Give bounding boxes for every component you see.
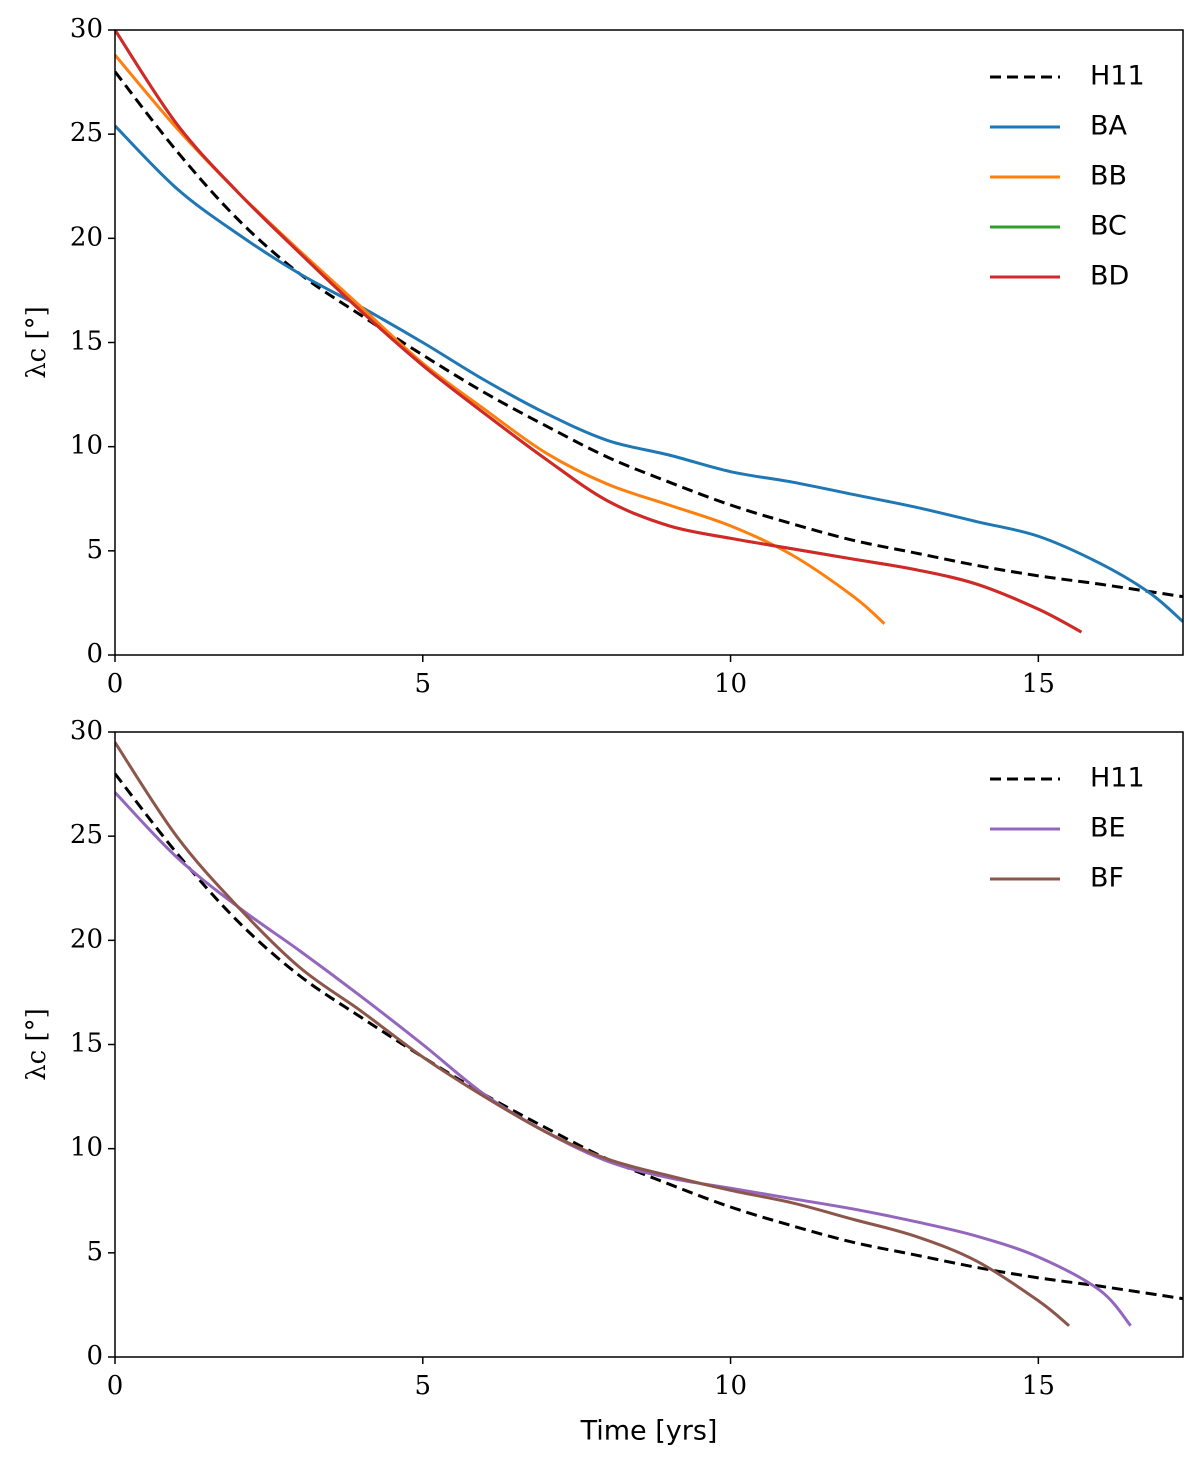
y-tick-label: 5 [86, 1237, 103, 1267]
y-tick-label: 30 [70, 14, 103, 44]
y-tick-label: 0 [86, 639, 103, 669]
x-tick-label: 15 [1022, 669, 1055, 699]
axes-frame [114, 731, 1184, 1358]
series-line [115, 54, 886, 625]
x-tick-label: 10 [714, 669, 747, 699]
legend-label: BF [1090, 863, 1124, 894]
series-line [115, 741, 1071, 1327]
y-tick-label: 25 [70, 820, 103, 850]
series-line [115, 124, 1183, 623]
x-tick-label: 5 [415, 669, 432, 699]
series-line [115, 791, 1132, 1327]
legend-label: BB [1090, 161, 1127, 192]
y-axis-label: λc [°] [22, 1008, 52, 1081]
legend-label: H11 [1090, 61, 1145, 92]
y-tick-label: 20 [70, 924, 103, 954]
x-tick-label: 10 [714, 1371, 747, 1401]
x-tick-label: 5 [415, 1371, 432, 1401]
series-line [115, 772, 1183, 1301]
x-tick-label: 0 [107, 669, 124, 699]
legend-label: BC [1090, 211, 1127, 242]
x-axis-label: Time [yrs] [580, 1416, 718, 1447]
series-line [115, 30, 1083, 634]
axes-frame [114, 29, 1184, 656]
y-tick-label: 15 [70, 327, 103, 357]
y-tick-label: 30 [70, 716, 103, 746]
y-tick-label: 10 [70, 431, 103, 461]
y-tick-label: 20 [70, 222, 103, 252]
x-tick-label: 0 [107, 1371, 124, 1401]
x-tick-label: 15 [1022, 1371, 1055, 1401]
y-tick-label: 15 [70, 1029, 103, 1059]
legend-label: BE [1090, 813, 1126, 844]
y-axis-label: λc [°] [22, 306, 52, 379]
y-tick-label: 10 [70, 1133, 103, 1163]
y-tick-label: 5 [86, 535, 103, 565]
series-line [115, 30, 1083, 634]
series-line [115, 70, 1183, 599]
y-tick-label: 0 [86, 1341, 103, 1371]
legend-label: H11 [1090, 763, 1145, 794]
legend-label: BD [1090, 261, 1129, 292]
legend-label: BA [1090, 111, 1128, 142]
y-tick-label: 25 [70, 118, 103, 148]
